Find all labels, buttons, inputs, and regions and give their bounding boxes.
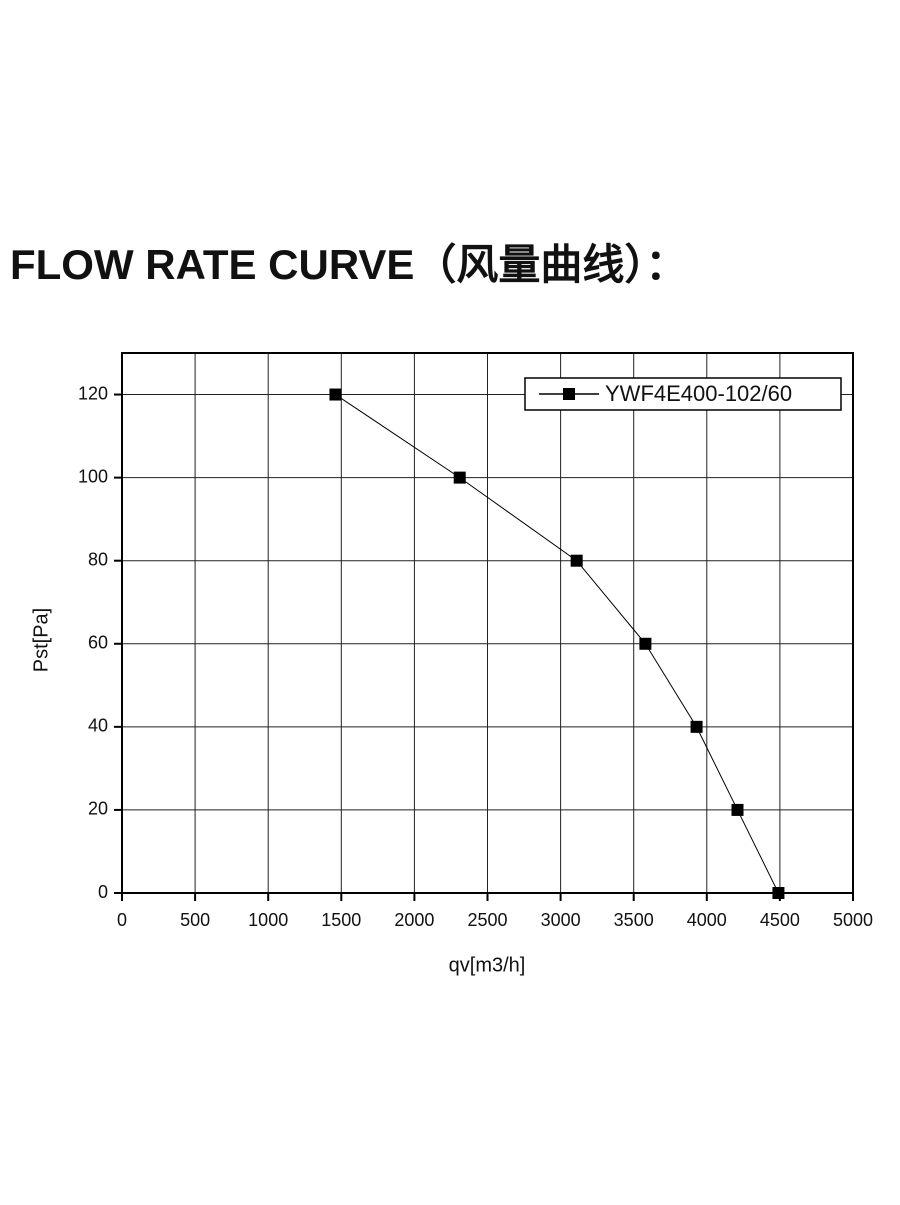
x-tick-label: 0 bbox=[117, 910, 127, 930]
y-tick-label: 80 bbox=[88, 549, 108, 569]
data-point bbox=[570, 554, 583, 567]
x-tick-label: 3000 bbox=[541, 910, 581, 930]
x-tick-label: 1000 bbox=[248, 910, 288, 930]
y-tick-label: 120 bbox=[78, 383, 108, 403]
x-tick-label: 1500 bbox=[321, 910, 361, 930]
data-point bbox=[772, 887, 785, 899]
x-tick-label: 500 bbox=[180, 910, 210, 930]
x-tick-label: 2500 bbox=[467, 910, 507, 930]
legend-marker bbox=[563, 388, 575, 400]
x-tick-label: 4000 bbox=[687, 910, 727, 930]
data-point bbox=[639, 637, 652, 650]
x-tick-label: 2000 bbox=[394, 910, 434, 930]
x-tick-label: 5000 bbox=[833, 910, 873, 930]
y-tick-label: 60 bbox=[88, 633, 108, 653]
data-point bbox=[453, 471, 466, 484]
legend-label: YWF4E400-102/60 bbox=[605, 381, 792, 406]
data-point bbox=[731, 803, 744, 816]
y-tick-label: 40 bbox=[88, 716, 108, 736]
plot-frame bbox=[121, 352, 854, 894]
y-tick-label: 0 bbox=[98, 882, 108, 902]
y-tick-label: 20 bbox=[88, 799, 108, 819]
x-axis-label: qv[m3/h] bbox=[449, 954, 526, 976]
data-point bbox=[690, 720, 703, 733]
y-tick-label: 100 bbox=[78, 466, 108, 486]
x-tick-label: 4500 bbox=[760, 910, 800, 930]
chart-title: FLOW RATE CURVE（风量曲线）： bbox=[10, 241, 687, 288]
x-tick-label: 3500 bbox=[614, 910, 654, 930]
y-axis-label: Pst[Pa] bbox=[30, 608, 52, 672]
data-point bbox=[329, 388, 342, 401]
